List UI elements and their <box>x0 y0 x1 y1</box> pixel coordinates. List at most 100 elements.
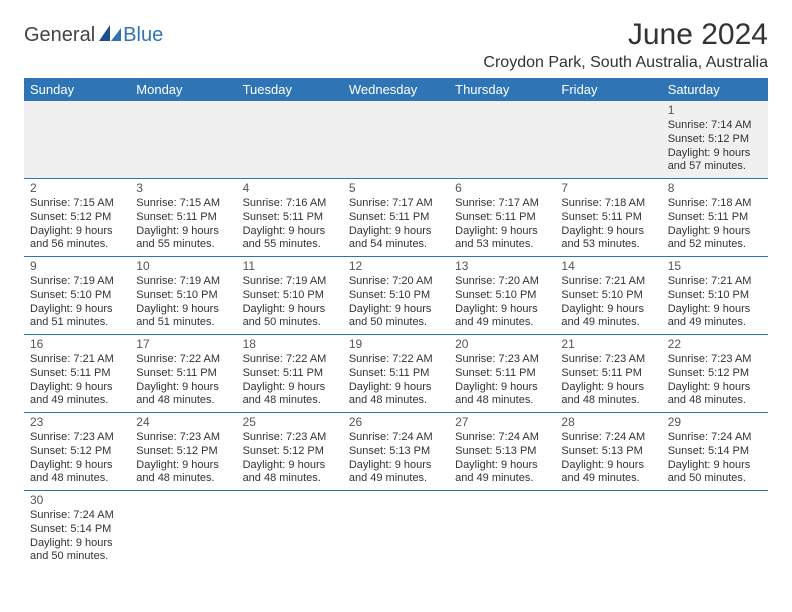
day-number: 2 <box>30 181 124 196</box>
logo-text-blue: Blue <box>123 24 163 47</box>
day-number: 18 <box>243 337 337 352</box>
daylight-line: Daylight: 9 hours and 48 minutes. <box>136 381 230 409</box>
sunset-line: Sunset: 5:11 PM <box>349 211 443 225</box>
day-header: Sunday <box>24 78 130 101</box>
daylight-line: Daylight: 9 hours and 53 minutes. <box>455 225 549 253</box>
day-number: 19 <box>349 337 443 352</box>
sunrise-line: Sunrise: 7:24 AM <box>349 431 443 445</box>
sunset-line: Sunset: 5:11 PM <box>243 211 337 225</box>
sunrise-line: Sunrise: 7:16 AM <box>243 197 337 211</box>
calendar-cell: 21Sunrise: 7:23 AMSunset: 5:11 PMDayligh… <box>555 335 661 413</box>
daylight-line: Daylight: 9 hours and 49 minutes. <box>455 459 549 487</box>
sunset-line: Sunset: 5:11 PM <box>136 211 230 225</box>
calendar-cell: 2Sunrise: 7:15 AMSunset: 5:12 PMDaylight… <box>24 179 130 257</box>
day-number: 25 <box>243 415 337 430</box>
day-number: 22 <box>668 337 762 352</box>
sunset-line: Sunset: 5:13 PM <box>455 445 549 459</box>
daylight-line: Daylight: 9 hours and 50 minutes. <box>349 303 443 331</box>
calendar-row: 2Sunrise: 7:15 AMSunset: 5:12 PMDaylight… <box>24 179 768 257</box>
calendar-row: 1Sunrise: 7:14 AMSunset: 5:12 PMDaylight… <box>24 101 768 179</box>
calendar-cell: 27Sunrise: 7:24 AMSunset: 5:13 PMDayligh… <box>449 413 555 491</box>
calendar-cell: 28Sunrise: 7:24 AMSunset: 5:13 PMDayligh… <box>555 413 661 491</box>
daylight-line: Daylight: 9 hours and 53 minutes. <box>561 225 655 253</box>
sunset-line: Sunset: 5:14 PM <box>668 445 762 459</box>
day-header: Monday <box>130 78 236 101</box>
sunset-line: Sunset: 5:10 PM <box>349 289 443 303</box>
day-number: 8 <box>668 181 762 196</box>
sunrise-line: Sunrise: 7:20 AM <box>455 275 549 289</box>
calendar-cell-empty <box>130 491 236 569</box>
sunset-line: Sunset: 5:10 PM <box>668 289 762 303</box>
sunset-line: Sunset: 5:11 PM <box>668 211 762 225</box>
sunset-line: Sunset: 5:12 PM <box>668 133 762 147</box>
calendar-cell-empty <box>24 101 130 179</box>
header: General Blue June 2024 Croydon Park, Sou… <box>24 18 768 72</box>
sunset-line: Sunset: 5:13 PM <box>561 445 655 459</box>
day-number: 20 <box>455 337 549 352</box>
day-number: 6 <box>455 181 549 196</box>
day-number: 23 <box>30 415 124 430</box>
sunrise-line: Sunrise: 7:23 AM <box>243 431 337 445</box>
day-number: 12 <box>349 259 443 274</box>
sunrise-line: Sunrise: 7:17 AM <box>455 197 549 211</box>
sunset-line: Sunset: 5:10 PM <box>455 289 549 303</box>
sunset-line: Sunset: 5:11 PM <box>455 211 549 225</box>
day-number: 21 <box>561 337 655 352</box>
sunset-line: Sunset: 5:14 PM <box>30 523 124 537</box>
sunrise-line: Sunrise: 7:23 AM <box>561 353 655 367</box>
daylight-line: Daylight: 9 hours and 50 minutes. <box>243 303 337 331</box>
sunset-line: Sunset: 5:12 PM <box>136 445 230 459</box>
sunrise-line: Sunrise: 7:22 AM <box>243 353 337 367</box>
daylight-line: Daylight: 9 hours and 49 minutes. <box>349 459 443 487</box>
daylight-line: Daylight: 9 hours and 49 minutes. <box>561 303 655 331</box>
calendar-cell: 10Sunrise: 7:19 AMSunset: 5:10 PMDayligh… <box>130 257 236 335</box>
day-number: 28 <box>561 415 655 430</box>
daylight-line: Daylight: 9 hours and 55 minutes. <box>243 225 337 253</box>
daylight-line: Daylight: 9 hours and 57 minutes. <box>668 147 762 175</box>
calendar-cell: 25Sunrise: 7:23 AMSunset: 5:12 PMDayligh… <box>237 413 343 491</box>
calendar-cell: 3Sunrise: 7:15 AMSunset: 5:11 PMDaylight… <box>130 179 236 257</box>
calendar-cell: 29Sunrise: 7:24 AMSunset: 5:14 PMDayligh… <box>662 413 768 491</box>
daylight-line: Daylight: 9 hours and 48 minutes. <box>455 381 549 409</box>
sunrise-line: Sunrise: 7:19 AM <box>136 275 230 289</box>
calendar-cell-empty <box>449 491 555 569</box>
calendar-cell: 19Sunrise: 7:22 AMSunset: 5:11 PMDayligh… <box>343 335 449 413</box>
day-number: 29 <box>668 415 762 430</box>
calendar-cell: 14Sunrise: 7:21 AMSunset: 5:10 PMDayligh… <box>555 257 661 335</box>
day-number: 16 <box>30 337 124 352</box>
sunrise-line: Sunrise: 7:23 AM <box>455 353 549 367</box>
calendar-cell-empty <box>237 491 343 569</box>
sunrise-line: Sunrise: 7:24 AM <box>30 509 124 523</box>
sunrise-line: Sunrise: 7:21 AM <box>668 275 762 289</box>
sunrise-line: Sunrise: 7:18 AM <box>561 197 655 211</box>
daylight-line: Daylight: 9 hours and 48 minutes. <box>136 459 230 487</box>
daylight-line: Daylight: 9 hours and 56 minutes. <box>30 225 124 253</box>
daylight-line: Daylight: 9 hours and 49 minutes. <box>668 303 762 331</box>
sunset-line: Sunset: 5:11 PM <box>349 367 443 381</box>
sunset-line: Sunset: 5:10 PM <box>243 289 337 303</box>
calendar-cell: 13Sunrise: 7:20 AMSunset: 5:10 PMDayligh… <box>449 257 555 335</box>
sunrise-line: Sunrise: 7:23 AM <box>30 431 124 445</box>
sunset-line: Sunset: 5:10 PM <box>136 289 230 303</box>
calendar-row: 16Sunrise: 7:21 AMSunset: 5:11 PMDayligh… <box>24 335 768 413</box>
day-number: 14 <box>561 259 655 274</box>
page-subtitle: Croydon Park, South Australia, Australia <box>483 54 768 72</box>
sunrise-line: Sunrise: 7:24 AM <box>668 431 762 445</box>
calendar-cell: 20Sunrise: 7:23 AMSunset: 5:11 PMDayligh… <box>449 335 555 413</box>
daylight-line: Daylight: 9 hours and 48 minutes. <box>668 381 762 409</box>
calendar-cell-empty <box>130 101 236 179</box>
calendar-row: 9Sunrise: 7:19 AMSunset: 5:10 PMDaylight… <box>24 257 768 335</box>
sunset-line: Sunset: 5:11 PM <box>243 367 337 381</box>
calendar-cell-empty <box>449 101 555 179</box>
calendar-cell: 23Sunrise: 7:23 AMSunset: 5:12 PMDayligh… <box>24 413 130 491</box>
sunrise-line: Sunrise: 7:20 AM <box>349 275 443 289</box>
day-number: 5 <box>349 181 443 196</box>
sail-icon <box>99 25 121 41</box>
sunrise-line: Sunrise: 7:24 AM <box>455 431 549 445</box>
calendar-cell-empty <box>555 101 661 179</box>
calendar-cell-empty <box>555 491 661 569</box>
sunset-line: Sunset: 5:13 PM <box>349 445 443 459</box>
calendar-cell: 16Sunrise: 7:21 AMSunset: 5:11 PMDayligh… <box>24 335 130 413</box>
sunset-line: Sunset: 5:11 PM <box>30 367 124 381</box>
daylight-line: Daylight: 9 hours and 49 minutes. <box>455 303 549 331</box>
